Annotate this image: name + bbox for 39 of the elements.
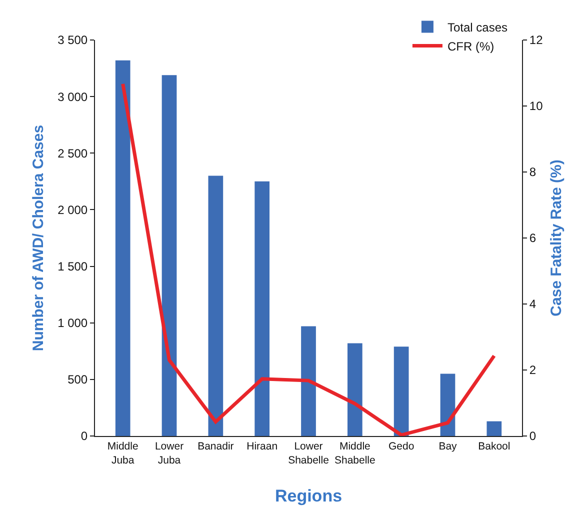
y2-tick-label: 12 — [529, 33, 544, 48]
x-tick-label: Bay — [438, 440, 458, 453]
y2-tick-label: 4 — [529, 297, 536, 312]
bar — [440, 374, 456, 436]
bar — [115, 60, 130, 436]
x-tick-label: Middle Juba — [107, 440, 138, 466]
y-tick-label: 3 000 — [58, 90, 88, 104]
bar — [394, 346, 409, 436]
bar — [162, 75, 177, 436]
bar — [301, 326, 316, 436]
y-tick-label: 2 500 — [58, 146, 88, 160]
x-axis-title: Regions — [274, 486, 342, 506]
bar — [254, 181, 270, 436]
x-tick-label: Lower Shabelle — [288, 440, 330, 466]
y-tick-label: 0 — [80, 429, 88, 444]
y2-tick-label: 6 — [529, 231, 536, 246]
line-series — [121, 82, 496, 436]
bar — [347, 343, 362, 436]
x-tick-label: Banadir — [198, 440, 234, 453]
bar — [208, 176, 224, 436]
y2-tick-label: 8 — [529, 165, 536, 180]
y-tick-label: 2 000 — [58, 202, 88, 217]
legend-label: CFR (%) — [447, 39, 494, 54]
x-tick-label: Bakool — [478, 440, 510, 453]
y-axis-title: Number of AWD/ Cholera Cases — [30, 124, 47, 352]
y-tick-label: 1 000 — [58, 316, 88, 330]
y2-tick-label: 0 — [529, 429, 536, 444]
bar — [486, 421, 502, 436]
y-tick-label: 500 — [68, 372, 88, 387]
y2-tick-label: 10 — [529, 99, 544, 114]
x-tick-label: Gedo — [388, 440, 414, 453]
legend-label: Total cases — [447, 20, 508, 34]
x-tick-label: Lower Juba — [154, 440, 184, 466]
x-tick-label: Middle Shabelle — [334, 440, 376, 466]
y-tick-label: 3 500 — [58, 33, 88, 48]
y2-axis-title: Case Fatality Rate (%) — [548, 160, 566, 316]
y2-tick-label: 2 — [529, 363, 536, 378]
x-tick-label: Hiraan — [246, 440, 278, 453]
y-tick-label: 1 500 — [58, 259, 88, 274]
